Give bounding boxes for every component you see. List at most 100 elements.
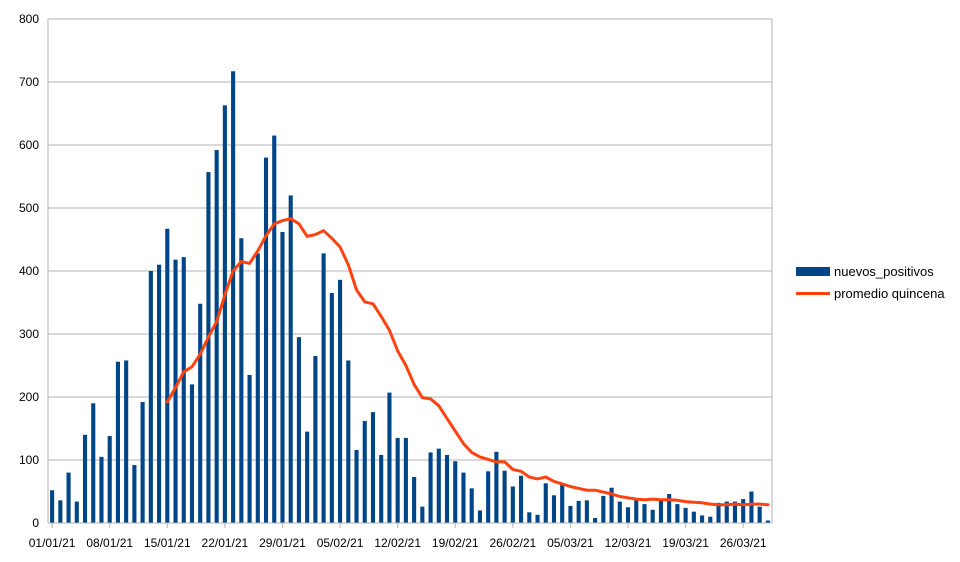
x-tick-label: 05/03/21: [547, 536, 594, 550]
bar: [749, 491, 754, 523]
bar: [58, 500, 63, 523]
bar: [99, 456, 104, 523]
bar: [650, 509, 655, 523]
bar: [584, 500, 589, 523]
bar: [132, 465, 137, 523]
bar: [642, 504, 647, 523]
bar: [124, 360, 129, 523]
bar: [658, 499, 663, 523]
legend-line-swatch: [796, 291, 830, 295]
bar: [675, 504, 680, 523]
bar: [502, 470, 507, 523]
bar: [683, 507, 688, 523]
bar: [247, 374, 252, 523]
bar: [66, 472, 71, 523]
line-path: [165, 217, 770, 507]
x-tick-label: 19/02/21: [432, 536, 479, 550]
x-tick-label: 08/01/21: [86, 536, 133, 550]
bar: [453, 461, 458, 523]
bar: [189, 384, 195, 523]
bar: [379, 454, 384, 523]
bar: [601, 495, 606, 523]
y-tick-label: 400: [19, 264, 39, 278]
bar: [91, 403, 96, 523]
bar: [757, 506, 762, 523]
x-tick-label: 01/01/21: [29, 536, 76, 550]
legend-line-label: promedio quincena: [834, 285, 945, 301]
bar: [198, 303, 203, 523]
bar: [568, 505, 573, 523]
bar: [403, 437, 408, 523]
y-tick-label: 100: [19, 453, 39, 467]
legend-bar-swatch: [796, 266, 830, 276]
bar: [691, 511, 696, 523]
bar: [272, 135, 277, 524]
bar: [436, 448, 441, 523]
bar: [486, 471, 491, 523]
bar: [206, 172, 211, 523]
bar: [354, 449, 359, 523]
bar: [724, 501, 729, 523]
bar: [370, 412, 376, 523]
bar-series-nuevos-positivos: [50, 71, 770, 524]
x-tick-label: 26/03/21: [720, 536, 767, 550]
bar: [576, 500, 581, 523]
bar: [107, 436, 112, 523]
bar: [700, 515, 705, 523]
x-tick-label: 26/02/21: [489, 536, 536, 550]
bar: [469, 488, 474, 523]
x-tick-label: 12/03/21: [605, 536, 652, 550]
axes: [47, 19, 773, 524]
bar: [444, 454, 450, 523]
bar: [477, 510, 482, 523]
bar: [494, 451, 499, 523]
y-tick-label: 0: [32, 516, 39, 530]
x-tick-label: 19/03/21: [662, 536, 709, 550]
legend-bar-label: nuevos_positivos: [834, 263, 934, 279]
bar: [50, 490, 55, 523]
bar: [741, 499, 746, 523]
bar: [140, 402, 145, 523]
y-tick-label: 200: [19, 390, 39, 404]
x-tick-label: 29/01/21: [259, 536, 306, 550]
bar: [288, 195, 293, 523]
legend: nuevos_positivos promedio quincena: [796, 260, 945, 304]
bar: [519, 475, 524, 523]
legend-item-bar: nuevos_positivos: [796, 260, 945, 282]
bar: [313, 356, 318, 523]
bar: [543, 483, 548, 523]
bar: [609, 487, 614, 523]
bar: [551, 495, 557, 523]
y-tick-label: 300: [19, 327, 39, 341]
bar: [527, 512, 532, 523]
y-axis-tick-labels: 0 100 200 300 400 500 600 700 800: [19, 12, 39, 530]
bar: [625, 507, 631, 523]
bar: [667, 494, 672, 523]
bar: [420, 506, 425, 523]
bar: [280, 231, 285, 523]
x-axis-tick-labels: 01/01/21 08/01/21 15/01/21 22/01/21 29/01/21…: [29, 523, 767, 550]
bar: [510, 486, 515, 523]
grid-lines: [48, 18, 772, 524]
bar: [214, 150, 219, 524]
y-tick-label: 700: [19, 75, 39, 89]
bar: [321, 253, 326, 524]
y-tick-label: 500: [19, 201, 39, 215]
bar: [412, 477, 417, 523]
bar: [263, 157, 269, 523]
bar: [329, 293, 334, 523]
y-tick-label: 600: [19, 138, 39, 152]
x-tick-label: 05/02/21: [317, 536, 364, 550]
bar: [362, 420, 367, 523]
bar: [231, 71, 236, 523]
x-tick-label: 12/02/21: [374, 536, 421, 550]
bar: [157, 264, 162, 523]
bar: [593, 517, 598, 523]
bar: [716, 502, 721, 523]
bar: [338, 279, 343, 523]
x-tick-label: 22/01/21: [202, 536, 249, 550]
bar: [346, 360, 351, 523]
bar: [428, 452, 433, 523]
x-tick-label: 15/01/21: [144, 536, 191, 550]
